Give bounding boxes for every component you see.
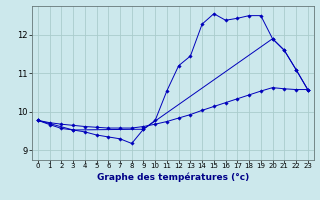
X-axis label: Graphe des températures (°c): Graphe des températures (°c) [97,172,249,182]
